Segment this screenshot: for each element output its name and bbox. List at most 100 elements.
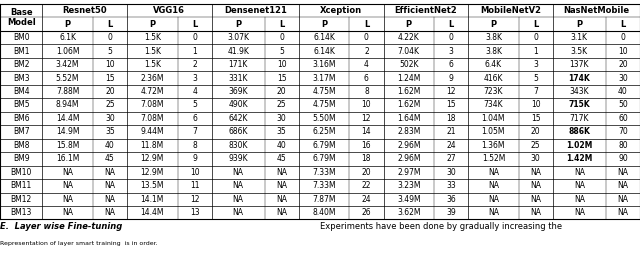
Text: 40: 40	[105, 141, 115, 150]
Text: 1: 1	[192, 47, 197, 56]
Text: 3.17M: 3.17M	[312, 74, 336, 82]
Text: 2.96M: 2.96M	[397, 154, 420, 163]
Text: 686K: 686K	[228, 127, 248, 136]
Text: NA: NA	[488, 195, 499, 204]
Text: 5: 5	[192, 101, 197, 110]
Text: L: L	[364, 20, 369, 29]
Text: 9: 9	[449, 74, 454, 82]
Text: NA: NA	[276, 195, 287, 204]
Text: 20: 20	[618, 60, 628, 69]
Text: BM11: BM11	[10, 181, 32, 190]
Text: 20: 20	[531, 127, 541, 136]
Text: 1.24M: 1.24M	[397, 74, 420, 82]
Text: 5.52M: 5.52M	[56, 74, 79, 82]
Text: 3.5K: 3.5K	[571, 47, 588, 56]
Text: 4.75M: 4.75M	[312, 101, 336, 110]
Text: NA: NA	[104, 181, 115, 190]
Text: BM2: BM2	[13, 60, 29, 69]
Text: NA: NA	[104, 208, 115, 217]
Text: 6: 6	[192, 114, 197, 123]
Text: 10: 10	[362, 101, 371, 110]
Text: 886K: 886K	[568, 127, 590, 136]
Text: 1: 1	[533, 47, 538, 56]
Text: 723K: 723K	[484, 87, 503, 96]
Text: 90: 90	[618, 154, 628, 163]
Text: BM9: BM9	[13, 154, 29, 163]
Text: NA: NA	[104, 168, 115, 177]
Text: 6: 6	[364, 74, 369, 82]
Text: 369K: 369K	[228, 87, 248, 96]
Text: 1.42M: 1.42M	[566, 154, 593, 163]
Text: 1.36M: 1.36M	[482, 141, 505, 150]
Text: 7.33M: 7.33M	[312, 181, 336, 190]
Text: 7.33M: 7.33M	[312, 168, 336, 177]
Text: NA: NA	[618, 168, 628, 177]
Text: 45: 45	[277, 154, 287, 163]
Text: 20: 20	[277, 87, 287, 96]
Text: 5.50M: 5.50M	[312, 114, 336, 123]
Text: 3.8K: 3.8K	[485, 47, 502, 56]
Text: 1.64M: 1.64M	[397, 114, 420, 123]
Text: 11: 11	[190, 181, 199, 190]
Text: 0: 0	[108, 33, 113, 42]
Text: 8: 8	[192, 141, 197, 150]
Text: 20: 20	[362, 168, 371, 177]
Text: P: P	[576, 20, 582, 29]
Text: 30: 30	[277, 114, 287, 123]
Text: 9: 9	[192, 154, 197, 163]
Text: EfficientNet2: EfficientNet2	[394, 6, 457, 15]
Text: 14.1M: 14.1M	[141, 195, 164, 204]
Text: NA: NA	[618, 208, 628, 217]
Text: 715K: 715K	[568, 101, 590, 110]
Text: 16: 16	[362, 141, 371, 150]
Text: P: P	[65, 20, 70, 29]
Text: 1.02M: 1.02M	[566, 141, 593, 150]
Text: P: P	[235, 20, 241, 29]
Text: 7: 7	[533, 87, 538, 96]
Text: NA: NA	[104, 195, 115, 204]
Text: 12: 12	[190, 195, 199, 204]
Text: NA: NA	[62, 195, 73, 204]
Text: 1.5K: 1.5K	[144, 47, 161, 56]
Text: 2: 2	[192, 60, 197, 69]
Text: NA: NA	[531, 168, 541, 177]
Text: 1.04M: 1.04M	[482, 114, 505, 123]
Text: 18: 18	[446, 114, 456, 123]
Text: 12: 12	[362, 114, 371, 123]
Text: 4.72M: 4.72M	[141, 87, 164, 96]
Text: 40: 40	[277, 141, 287, 150]
Text: 14.4M: 14.4M	[56, 114, 79, 123]
Text: BM3: BM3	[13, 74, 29, 82]
Text: 26: 26	[362, 208, 371, 217]
Text: 5: 5	[279, 47, 284, 56]
Text: 50: 50	[618, 101, 628, 110]
Text: 20: 20	[105, 87, 115, 96]
Text: NA: NA	[276, 168, 287, 177]
Text: 70: 70	[618, 127, 628, 136]
Text: 3: 3	[533, 60, 538, 69]
Text: MobileNetV2: MobileNetV2	[480, 6, 541, 15]
Text: 6: 6	[449, 60, 454, 69]
Text: NA: NA	[62, 168, 73, 177]
Text: 137K: 137K	[570, 60, 589, 69]
Text: 3: 3	[192, 74, 197, 82]
Text: 3.8K: 3.8K	[485, 33, 502, 42]
Text: 15: 15	[105, 74, 115, 82]
Text: 3.07K: 3.07K	[227, 33, 249, 42]
Text: BM13: BM13	[10, 208, 32, 217]
Text: 25: 25	[277, 101, 287, 110]
Text: 24: 24	[446, 141, 456, 150]
Text: 24: 24	[362, 195, 371, 204]
Text: 22: 22	[362, 181, 371, 190]
Text: 2.36M: 2.36M	[141, 74, 164, 82]
Text: 3.42M: 3.42M	[56, 60, 79, 69]
Text: BM10: BM10	[10, 168, 32, 177]
Text: NA: NA	[233, 208, 244, 217]
Text: Base
Model: Base Model	[7, 8, 36, 27]
Text: 30: 30	[105, 114, 115, 123]
Text: 7.08M: 7.08M	[141, 114, 164, 123]
Text: 6.14K: 6.14K	[313, 33, 335, 42]
Text: 30: 30	[618, 74, 628, 82]
Text: NA: NA	[618, 181, 628, 190]
Text: L: L	[279, 20, 284, 29]
